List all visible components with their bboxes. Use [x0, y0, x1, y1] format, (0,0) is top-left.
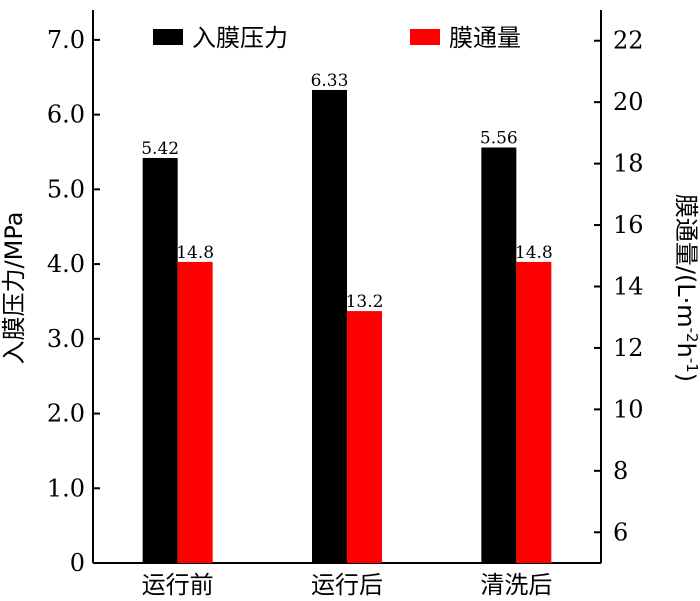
y-left-tick-label: 5.0 — [47, 175, 85, 203]
data-label-pressure: 5.56 — [480, 129, 518, 149]
y-left-tick-label: 4.0 — [47, 250, 85, 278]
bar-pressure — [481, 147, 517, 564]
y-right-tick-label: 10 — [613, 395, 644, 423]
legend: 入膜压力 膜通量 — [153, 24, 521, 52]
bar-pressure — [312, 89, 347, 563]
data-label-pressure: 5.42 — [141, 139, 179, 159]
legend-swatch-pressure — [153, 29, 183, 45]
y-left-tick-label: 2.0 — [47, 400, 85, 428]
legend-label-pressure: 入膜压力 — [192, 24, 288, 52]
axes: 0 1.0 2.0 3.0 4.0 5.0 6.0 7.0 6 8 10 12 14 16 18 20 22 运行… — [47, 10, 644, 599]
y-axis-right-title-part3: ) — [672, 373, 700, 382]
y-right-tick-label: 12 — [613, 334, 644, 362]
bar-flux — [177, 261, 213, 563]
x-tick-label: 运行前 — [142, 571, 214, 599]
data-label-pressure: 6.33 — [311, 71, 349, 91]
y-right-tick-label: 18 — [613, 150, 644, 178]
legend-label-flux: 膜通量 — [449, 24, 521, 52]
y-right-tick-label: 16 — [613, 211, 644, 239]
y-axis-right-title-part2: h — [672, 343, 700, 358]
y-axis-right-title-sup1: -2 — [683, 328, 700, 343]
bar-flux — [347, 311, 382, 563]
y-left-tick-label: 7.0 — [47, 26, 85, 54]
y-right-tick-label: 22 — [613, 27, 644, 55]
y-right-tick-label: 6 — [613, 518, 628, 546]
bar-pressure — [142, 157, 178, 564]
data-label-flux: 14.8 — [176, 243, 214, 263]
y-right-tick-label: 20 — [613, 88, 644, 116]
x-tick-label: 运行后 — [311, 571, 383, 599]
legend-swatch-flux — [410, 29, 440, 45]
y-axis-right-title: 膜通量/(L·m-2h-1) — [672, 194, 700, 382]
x-tick-label: 清洗后 — [480, 571, 552, 599]
y-right-tick-label: 14 — [613, 273, 644, 301]
y-right-tick-label: 8 — [613, 457, 628, 485]
bars: 5.42 14.8 6.33 13.2 5.56 14.8 — [141, 71, 553, 564]
y-left-tick-label: 3.0 — [47, 325, 85, 353]
y-left-tick-label: 6.0 — [47, 101, 85, 129]
y-left-tick-label: 0 — [70, 549, 85, 577]
y-axis-left-title: 入膜压力/MPa — [0, 212, 28, 365]
data-label-flux: 13.2 — [346, 292, 384, 312]
y-axis-right-title-sup2: -1 — [683, 358, 700, 373]
bar-flux — [516, 261, 552, 563]
y-axis-right-title-part1: 膜通量/(L·m — [672, 194, 700, 328]
data-label-flux: 14.8 — [515, 243, 553, 263]
y-left-tick-label: 1.0 — [47, 474, 85, 502]
